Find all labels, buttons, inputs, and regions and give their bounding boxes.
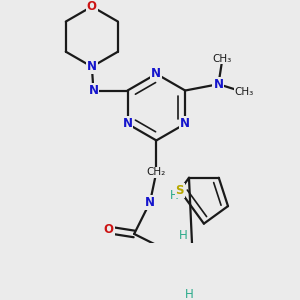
Text: O: O [104, 224, 114, 236]
Text: H: H [169, 189, 178, 203]
Text: N: N [180, 117, 190, 130]
Text: N: N [145, 196, 155, 209]
Text: N: N [88, 84, 98, 97]
Text: CH₃: CH₃ [234, 87, 254, 97]
Text: H: H [179, 229, 188, 242]
Text: N: N [122, 117, 133, 130]
Text: CH₃: CH₃ [213, 54, 232, 64]
Text: N: N [151, 68, 161, 80]
Text: N: N [87, 60, 97, 73]
Text: CH₂: CH₂ [147, 167, 166, 177]
Text: H: H [185, 289, 194, 300]
Text: O: O [87, 0, 97, 13]
Text: S: S [176, 184, 184, 197]
Text: N: N [213, 78, 224, 91]
